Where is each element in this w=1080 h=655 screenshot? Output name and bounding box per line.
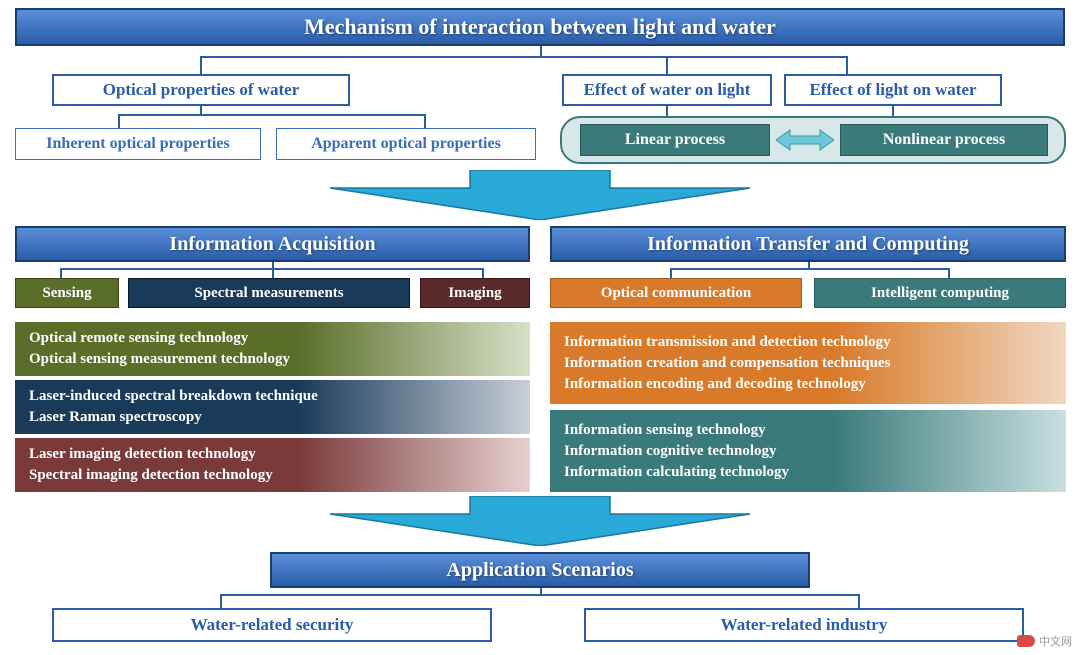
connector bbox=[846, 56, 848, 74]
imaging-panel: Laser imaging detection technology Spect… bbox=[15, 438, 530, 492]
effect-light-water-box: Effect of light on water bbox=[784, 74, 1002, 106]
logo-icon bbox=[1017, 635, 1035, 647]
comp-tab-label: Intelligent computing bbox=[871, 285, 1009, 302]
imaging-tab: Imaging bbox=[420, 278, 530, 308]
comm-tab-label: Optical communication bbox=[601, 285, 751, 302]
comp-panel: Information sensing technology Informati… bbox=[550, 410, 1066, 492]
industry-label: Water-related industry bbox=[721, 615, 888, 635]
connector bbox=[200, 56, 846, 58]
down-arrow-icon bbox=[330, 496, 750, 546]
title-text: Mechanism of interaction between light a… bbox=[304, 14, 776, 40]
inherent-box: Inherent optical properties bbox=[15, 128, 261, 160]
connector bbox=[220, 594, 860, 596]
panel-item: Optical sensing measurement technology bbox=[29, 351, 516, 368]
nonlinear-label: Nonlinear process bbox=[883, 131, 1006, 149]
spectral-panel: Laser-induced spectral breakdown techniq… bbox=[15, 380, 530, 434]
apparent-box: Apparent optical properties bbox=[276, 128, 536, 160]
connector bbox=[424, 114, 426, 128]
sensing-panel: Optical remote sensing technology Optica… bbox=[15, 322, 530, 376]
connector bbox=[666, 56, 668, 74]
effect-light-water-label: Effect of light on water bbox=[809, 80, 976, 100]
sensing-tab-label: Sensing bbox=[42, 285, 91, 302]
optical-properties-box: Optical properties of water bbox=[52, 74, 350, 106]
security-label: Water-related security bbox=[191, 615, 354, 635]
spectral-tab: Spectral measurements bbox=[128, 278, 410, 308]
connector bbox=[118, 114, 426, 116]
panel-item: Information sensing technology bbox=[564, 422, 1052, 439]
down-arrow-icon bbox=[330, 170, 750, 220]
comm-panel: Information transmission and detection t… bbox=[550, 322, 1066, 404]
panel-item: Information calculating technology bbox=[564, 464, 1052, 481]
nonlinear-box: Nonlinear process bbox=[840, 124, 1048, 156]
panel-item: Spectral imaging detection technology bbox=[29, 467, 516, 484]
panel-item: Laser imaging detection technology bbox=[29, 446, 516, 463]
security-box: Water-related security bbox=[52, 608, 492, 642]
panel-item: Information cognitive technology bbox=[564, 443, 1052, 460]
watermark-text: 中文网 bbox=[1039, 633, 1072, 649]
acquisition-header-text: Information Acquisition bbox=[169, 233, 375, 256]
industry-box: Water-related industry bbox=[584, 608, 1024, 642]
connector bbox=[858, 594, 860, 608]
application-header-text: Application Scenarios bbox=[446, 559, 633, 582]
connector bbox=[666, 106, 668, 116]
connector bbox=[200, 106, 202, 114]
linear-label: Linear process bbox=[625, 131, 725, 149]
connector bbox=[670, 268, 672, 278]
linear-box: Linear process bbox=[580, 124, 770, 156]
panel-item: Information transmission and detection t… bbox=[564, 334, 1052, 351]
imaging-tab-label: Imaging bbox=[448, 285, 501, 302]
connector bbox=[118, 114, 120, 128]
effect-water-light-box: Effect of water on light bbox=[562, 74, 772, 106]
apparent-label: Apparent optical properties bbox=[311, 135, 501, 153]
panel-item: Information creation and compensation te… bbox=[564, 355, 1052, 372]
application-header: Application Scenarios bbox=[270, 552, 810, 588]
connector bbox=[482, 268, 484, 278]
double-arrow-icon bbox=[776, 128, 834, 152]
connector bbox=[540, 46, 542, 56]
connector bbox=[670, 268, 950, 270]
panel-item: Laser Raman spectroscopy bbox=[29, 409, 516, 426]
connector bbox=[272, 268, 274, 278]
watermark: 中文网 bbox=[1017, 633, 1072, 649]
panel-item: Laser-induced spectral breakdown techniq… bbox=[29, 388, 516, 405]
title-header: Mechanism of interaction between light a… bbox=[15, 8, 1065, 46]
optical-properties-label: Optical properties of water bbox=[103, 80, 300, 100]
panel-item: Information encoding and decoding techno… bbox=[564, 376, 1052, 393]
connector bbox=[948, 268, 950, 278]
transfer-header-text: Information Transfer and Computing bbox=[647, 233, 969, 256]
connector bbox=[220, 594, 222, 608]
acquisition-header: Information Acquisition bbox=[15, 226, 530, 262]
panel-item: Optical remote sensing technology bbox=[29, 330, 516, 347]
sensing-tab: Sensing bbox=[15, 278, 119, 308]
inherent-label: Inherent optical properties bbox=[46, 135, 229, 153]
connector bbox=[60, 268, 62, 278]
effect-water-light-label: Effect of water on light bbox=[584, 80, 751, 100]
connector bbox=[200, 56, 202, 74]
connector bbox=[892, 106, 894, 116]
spectral-tab-label: Spectral measurements bbox=[194, 285, 343, 302]
transfer-header: Information Transfer and Computing bbox=[550, 226, 1066, 262]
comm-tab: Optical communication bbox=[550, 278, 802, 308]
comp-tab: Intelligent computing bbox=[814, 278, 1066, 308]
